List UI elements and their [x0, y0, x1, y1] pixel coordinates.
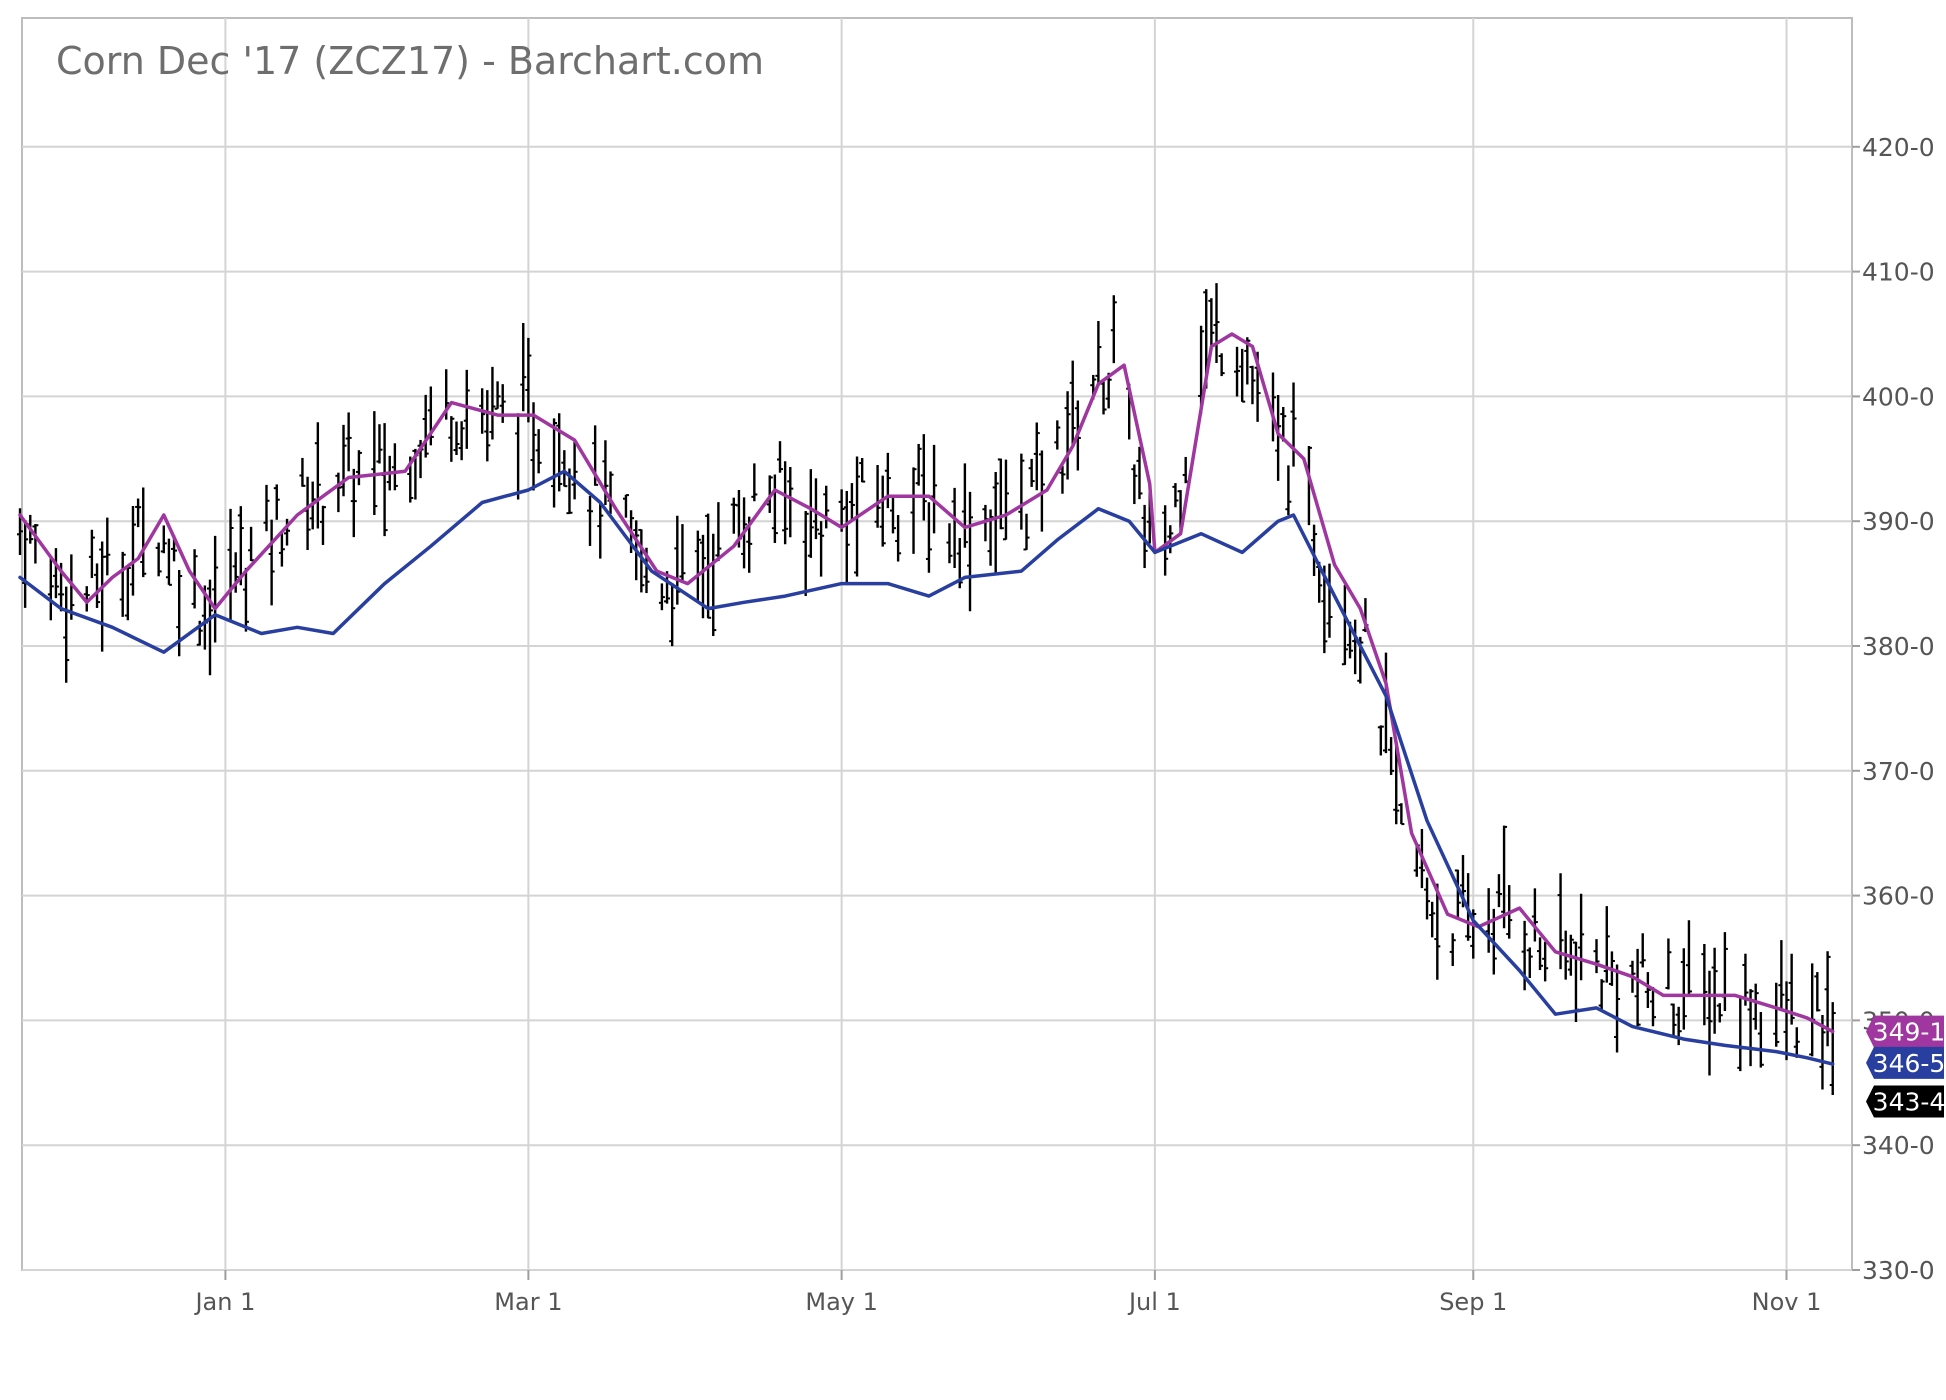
- y-tick-label: 420-0: [1862, 133, 1935, 162]
- moving-average-line-2: [18, 469, 1835, 1066]
- x-tick-label: Jul 1: [1127, 1288, 1181, 1316]
- value-tag: [1866, 1046, 1944, 1079]
- x-tick-label: Mar 1: [494, 1288, 562, 1316]
- value-tag-label: 343-4: [1873, 1088, 1946, 1117]
- value-tag: [1866, 1085, 1944, 1118]
- y-tick-label: 380-0: [1862, 632, 1935, 661]
- x-axis-ticks: Jan 1 Mar 1 May 1 Jul 1 Sep 1 Nov 1: [193, 1270, 1821, 1316]
- price-bars: [17, 283, 1836, 1096]
- y-tick-label: 330-0: [1862, 1256, 1935, 1285]
- y-tick-label: 400-0: [1862, 382, 1935, 411]
- x-tick-label: Nov 1: [1752, 1288, 1822, 1316]
- y-tick-label: 360-0: [1862, 882, 1935, 911]
- value-tag-label: 346-5: [1873, 1049, 1946, 1078]
- x-tick-label: May 1: [805, 1288, 878, 1316]
- y-tick-label: 410-0: [1862, 258, 1935, 287]
- chart-title: Corn Dec '17 (ZCZ17) - Barchart.com: [56, 39, 764, 83]
- gridlines: [22, 18, 1852, 1271]
- moving-average-line-1: [18, 332, 1835, 1034]
- y-tick-label: 370-0: [1862, 757, 1935, 786]
- plot-area: [21, 17, 1853, 1271]
- y-tick-label: 390-0: [1862, 507, 1935, 536]
- value-tag: [1866, 1015, 1944, 1048]
- x-tick-label: Sep 1: [1439, 1288, 1507, 1316]
- value-tag-label: 349-1: [1873, 1018, 1946, 1047]
- y-axis-ticks: 330-0340-0350-0360-0370-0380-0390-0400-0…: [1852, 133, 1935, 1285]
- moving-average-lines: [18, 332, 1835, 1066]
- x-tick-label: Jan 1: [193, 1288, 255, 1316]
- y-tick-label: 340-0: [1862, 1131, 1935, 1160]
